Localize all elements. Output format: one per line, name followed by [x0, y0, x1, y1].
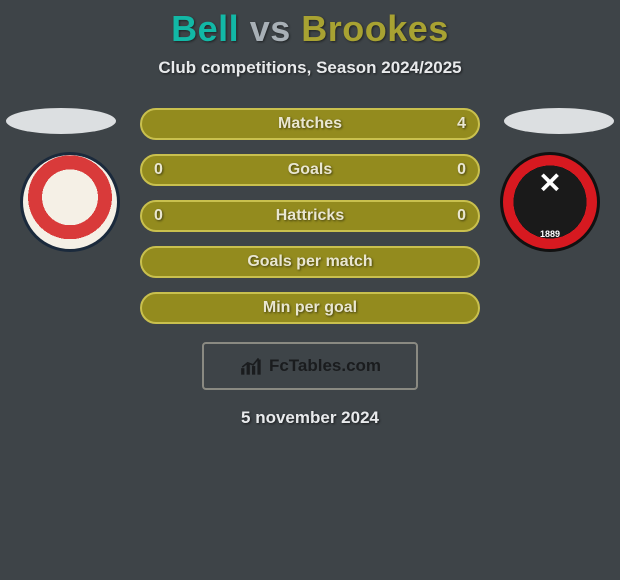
player1-name: Bell	[171, 8, 239, 49]
vs-text: vs	[250, 8, 291, 49]
stat-label: Hattricks	[276, 207, 344, 225]
stat-row-min-per-goal: Min per goal	[140, 292, 480, 324]
stat-label: Matches	[278, 115, 342, 133]
content-area: Matches 4 0 Goals 0 0 Hattricks 0 Goals …	[0, 108, 620, 428]
stat-row-goals-per-match: Goals per match	[140, 246, 480, 278]
watermark: FcTables.com	[202, 342, 418, 390]
player1-ellipse	[6, 108, 116, 134]
date-text: 5 november 2024	[0, 408, 620, 428]
stat-row-hattricks: 0 Hattricks 0	[140, 200, 480, 232]
stat-label: Goals	[288, 161, 332, 179]
bar-chart-icon	[239, 355, 265, 377]
player2-ellipse	[504, 108, 614, 134]
stat-right-value: 0	[457, 207, 466, 225]
stat-left-value: 0	[154, 207, 163, 225]
stat-left-value: 0	[154, 161, 163, 179]
player2-name: Brookes	[301, 8, 449, 49]
stat-label: Goals per match	[247, 253, 372, 271]
club-crest-left	[20, 152, 120, 252]
stat-label: Min per goal	[263, 299, 357, 317]
comparison-title: Bell vs Brookes	[0, 0, 620, 50]
stat-rows: Matches 4 0 Goals 0 0 Hattricks 0 Goals …	[140, 108, 480, 324]
subtitle: Club competitions, Season 2024/2025	[0, 58, 620, 78]
stat-row-goals: 0 Goals 0	[140, 154, 480, 186]
watermark-text: FcTables.com	[269, 356, 381, 376]
stat-right-value: 0	[457, 161, 466, 179]
stat-row-matches: Matches 4	[140, 108, 480, 140]
club-crest-right	[500, 152, 600, 252]
stat-right-value: 4	[457, 115, 466, 133]
